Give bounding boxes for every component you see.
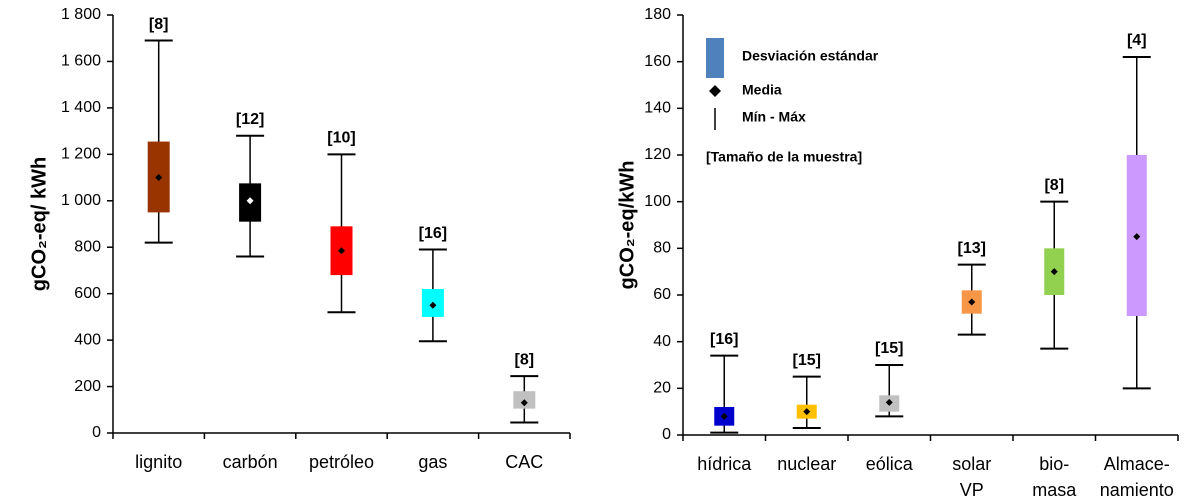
sample-size-label: [16]	[419, 225, 447, 242]
y-tick-label: 200	[74, 378, 101, 395]
mean-marker	[1050, 268, 1058, 276]
sample-size-label: [10]	[327, 130, 355, 147]
mean-marker	[338, 247, 345, 255]
sample-size-label: [4]	[1127, 32, 1147, 49]
sample-size-label: [8]	[1044, 177, 1064, 194]
mean-marker	[720, 412, 728, 420]
x-tick-label: VP	[960, 480, 984, 500]
x-tick-label: eólica	[866, 454, 914, 474]
sample-size-label: [8]	[149, 16, 169, 33]
sample-size-label: [15]	[875, 340, 903, 357]
legend-label: Mín - Máx	[742, 109, 806, 125]
x-tick-label: carbón	[223, 452, 278, 472]
y-tick-label: 20	[653, 380, 671, 397]
mean-marker	[155, 174, 163, 182]
y-tick-label: 40	[653, 333, 671, 350]
y-tick-label: 120	[644, 146, 671, 163]
y-tick-label: 1 800	[61, 6, 101, 23]
sample-size-label: [15]	[793, 352, 821, 369]
y-tick-label: 180	[644, 6, 671, 23]
mean-marker	[885, 398, 893, 406]
x-tick-label: petróleo	[309, 452, 374, 472]
x-tick-label: CAC	[505, 452, 543, 472]
legend-label: [Tamaño de la muestra]	[706, 149, 862, 165]
y-tick-label: 160	[644, 53, 671, 70]
mean-marker	[1133, 233, 1141, 241]
legend-label: Desviación estándar	[742, 48, 879, 64]
legend-swatch	[706, 38, 724, 78]
mean-marker	[803, 408, 811, 416]
legend-label: Media	[742, 82, 782, 98]
y-tick-label: 1 000	[61, 192, 101, 209]
y-axis-label: gCO₂-eq/kWh	[616, 161, 638, 290]
sample-size-label: [13]	[958, 240, 986, 257]
y-tick-label: 1 400	[61, 99, 101, 116]
x-tick-label: gas	[418, 452, 447, 472]
y-tick-label: 140	[644, 100, 671, 117]
sample-size-label: [16]	[710, 331, 738, 348]
x-tick-label: namiento	[1100, 480, 1174, 500]
mean-marker	[246, 197, 254, 205]
y-tick-label: 1 200	[61, 146, 101, 163]
y-axis-label: gCO₂-eq/ kWh	[28, 157, 50, 291]
y-tick-label: 1 600	[61, 53, 101, 70]
x-tick-label: hídrica	[697, 454, 752, 474]
legend-diamond	[709, 85, 721, 97]
x-tick-label: bio-	[1039, 454, 1069, 474]
y-tick-label: 0	[662, 426, 671, 443]
y-tick-label: 400	[74, 331, 101, 348]
x-tick-label: masa	[1032, 480, 1077, 500]
sample-size-label: [12]	[236, 111, 264, 128]
mean-marker	[429, 301, 437, 309]
mean-marker	[520, 399, 528, 407]
y-tick-label: 60	[653, 286, 671, 303]
y-tick-label: 0	[92, 424, 101, 441]
x-tick-label: lignito	[135, 452, 182, 472]
x-tick-label: solar	[952, 454, 991, 474]
y-tick-label: 80	[653, 240, 671, 257]
x-tick-label: nuclear	[777, 454, 836, 474]
sample-size-label: [8]	[515, 351, 535, 368]
x-tick-label: Almace-	[1104, 454, 1170, 474]
y-tick-label: 600	[74, 285, 101, 302]
y-tick-label: 100	[644, 193, 671, 210]
y-tick-label: 800	[74, 238, 101, 255]
mean-marker	[968, 298, 976, 306]
